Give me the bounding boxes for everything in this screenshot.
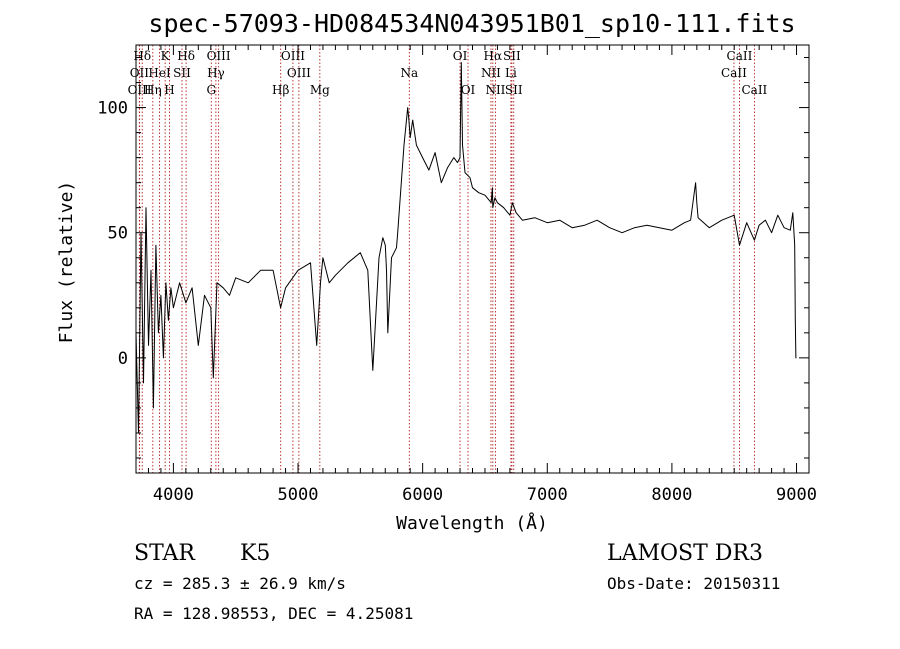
spectral-line-label: Na: [400, 66, 418, 80]
spectral-line-label: OIII: [287, 66, 311, 80]
spectral-line-label: SII: [505, 83, 523, 97]
survey-name: LAMOST DR3: [607, 541, 763, 566]
x-tick-label: 6000: [402, 485, 443, 505]
object-class: STAR: [134, 541, 196, 566]
y-axis-label: Flux (relative): [56, 181, 77, 344]
spectral-line-label: CaII: [727, 49, 753, 63]
spectral-line-label: H: [164, 83, 174, 97]
spectral-line-label: OI: [453, 49, 468, 63]
x-tick-label: 5000: [278, 485, 319, 505]
spectral-line-label: Hη: [144, 83, 162, 97]
spectral-line-label: NII: [485, 83, 505, 97]
spectral-line-label: OI: [461, 83, 476, 97]
series-layer: [135, 62, 797, 434]
x-tick-label: 7000: [527, 485, 568, 505]
object-subclass: K5: [240, 541, 270, 566]
spectral-line-label: Hγ: [207, 66, 225, 80]
spectral-line-label: HeI: [148, 66, 171, 80]
axis-ticks: [136, 45, 809, 473]
spectral-line-label: Mg: [310, 83, 330, 97]
y-tick-label: 100: [97, 99, 128, 119]
spectral-line-label: SII: [503, 49, 521, 63]
x-tick-label: 8000: [651, 485, 692, 505]
spectral-line-label: OII: [130, 66, 150, 80]
observation-date: Obs-Date: 20150311: [607, 574, 780, 593]
spectral-line-label: SII: [173, 66, 191, 80]
spectral-line-label: Hδ: [177, 49, 195, 63]
spectral-line-label: K: [161, 49, 171, 63]
spectral-line-label: Hδ: [133, 49, 151, 63]
spectral-line-label: CaII: [721, 66, 747, 80]
x-axis-label: Wavelength (Å): [396, 512, 548, 534]
x-tick-label: 9000: [776, 485, 817, 505]
spectral-line-label: OIII: [281, 49, 305, 63]
spectral-line-label: OIII: [207, 49, 231, 63]
spectral-lines-layer: [138, 45, 755, 473]
x-tick-label: 4000: [153, 485, 194, 505]
y-tick-label: 50: [108, 224, 128, 244]
spectrum-series-line: [135, 62, 797, 434]
chart-title: spec-57093-HD084534N043951B01_sp10-111.f…: [148, 9, 795, 38]
spectral-line-label: Hβ: [272, 83, 289, 97]
spectral-line-label: NII: [481, 66, 501, 80]
spectral-line-label: CaII: [741, 83, 767, 97]
axis-tick-labels: 4000 5000 6000 7000 8000 9000 0 50 100: [97, 99, 817, 505]
coordinates-info: RA = 128.98553, DEC = 4.25081: [134, 604, 413, 623]
spectral-line-label: Li: [505, 66, 517, 80]
plot-frame: [135, 44, 810, 474]
spectral-line-label: G: [206, 83, 216, 97]
spectral-line-label: OIII: [128, 83, 152, 97]
redshift-info: cz = 285.3 ± 26.9 km/s: [134, 574, 346, 593]
y-tick-label: 0: [118, 349, 128, 369]
spectral-line-label: Hα: [484, 49, 503, 63]
